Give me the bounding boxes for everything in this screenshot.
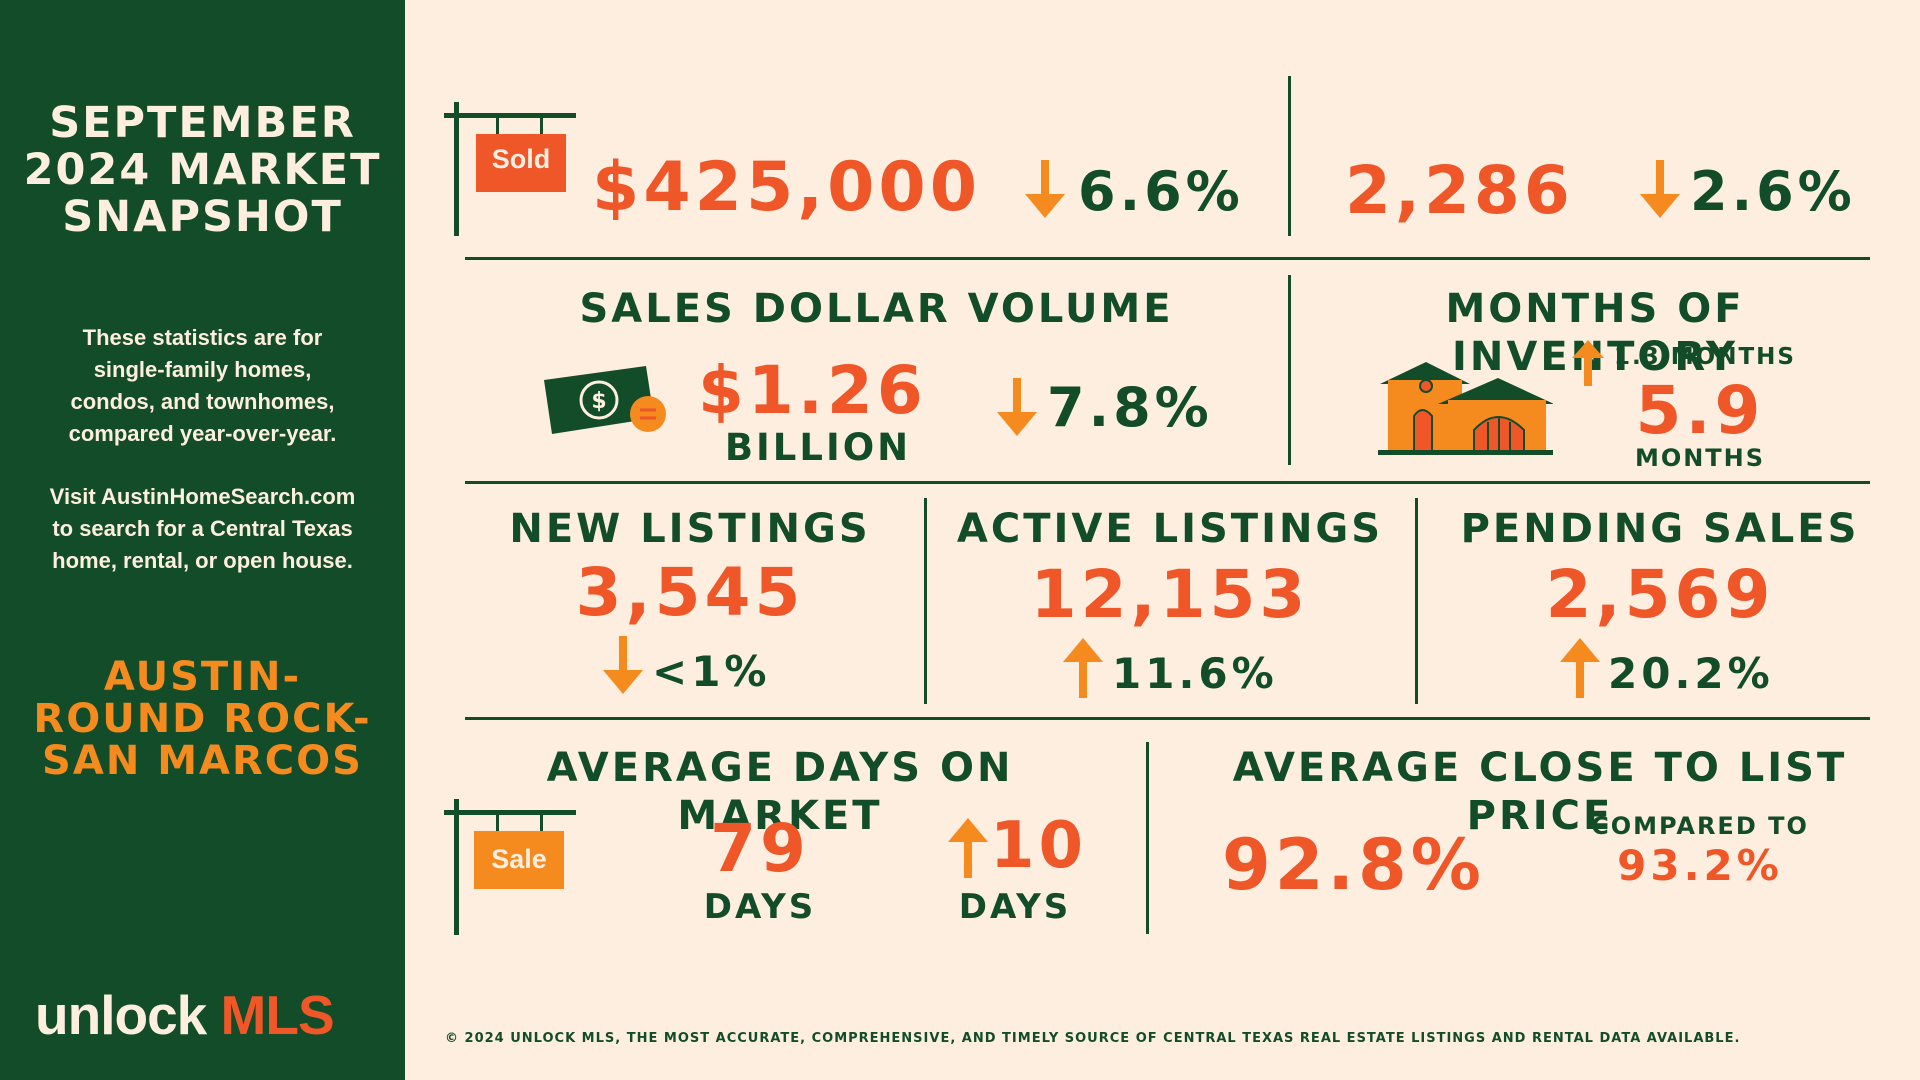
pending-sales-value: 2,569 [1545, 556, 1775, 633]
title-line: 2024 MARKET [23, 145, 382, 195]
sold-sign-text: Sold [491, 144, 551, 174]
divider [1288, 76, 1291, 236]
description-line: condos, and townhomes, [70, 389, 335, 414]
inventory-value: 5.9 [1635, 372, 1765, 449]
region-line: AUSTIN- [103, 654, 302, 700]
divider [1415, 498, 1418, 704]
description-text: These statistics are for single-family h… [0, 322, 405, 450]
region-line: SAN MARCOS [42, 738, 363, 784]
close-to-list-label: AVERAGE CLOSE TO LIST PRICE [1232, 745, 1848, 839]
sold-sign-icon [444, 102, 576, 236]
arrow-up-icon [1572, 340, 1604, 386]
dollar-bill-icon: $ [544, 366, 666, 434]
visit-line: Visit AustinHomeSearch.com [49, 484, 356, 509]
days-on-market-unit: DAYS [703, 887, 817, 927]
divider [465, 717, 1870, 720]
divider [465, 481, 1870, 484]
svg-text:$: $ [591, 389, 606, 414]
page-title: SEPTEMBER 2024 MARKET SNAPSHOT [0, 100, 405, 241]
divider [1288, 275, 1291, 465]
median-price-change: 6.6% [1078, 160, 1244, 223]
arrow-down-icon [997, 378, 1037, 436]
new-listings-value: 3,545 [575, 554, 805, 631]
title-line: SEPTEMBER [49, 98, 356, 148]
region-line: ROUND ROCK- [33, 696, 372, 742]
divider [465, 257, 1870, 260]
sale-sign-icon [444, 799, 576, 935]
inventory-unit: MONTHS [1634, 444, 1766, 472]
arrow-down-icon [1640, 160, 1680, 218]
footer-copyright: © 2024 UNLOCK MLS, THE MOST ACCURATE, CO… [445, 1031, 1741, 1046]
closed-sales-value: 2,286 [1345, 152, 1574, 229]
region-name: AUSTIN- ROUND ROCK- SAN MARCOS [0, 656, 405, 782]
house-icon [1378, 362, 1553, 455]
logo-text-mls: MLS [220, 984, 335, 1046]
compared-to-label: COMPARED TO [1591, 812, 1809, 840]
compared-to-value: 93.2% [1617, 841, 1783, 890]
days-on-market-change-unit: DAYS [958, 887, 1072, 927]
sales-volume-label: SALES DOLLAR VOLUME [579, 286, 1174, 332]
logo-text-unlock: unlock [35, 984, 221, 1046]
arrow-up-icon [948, 818, 988, 878]
pending-sales-label: PENDING SALES [1460, 506, 1860, 552]
days-on-market-label: AVERAGE DAYS ON MARKET [546, 745, 1014, 839]
visit-line: home, rental, or open house. [52, 548, 353, 573]
sales-volume-unit: BILLION [724, 426, 912, 469]
inventory-change: 1.3 MONTHS [1614, 344, 1796, 370]
new-listings-change: <1% [652, 647, 771, 696]
new-listings-label: NEW LISTINGS [509, 506, 871, 552]
unlock-mls-logo: unlock MLS [35, 984, 335, 1046]
days-on-market-change: 10 [990, 809, 1088, 883]
description-line: compared year-over-year. [68, 421, 337, 446]
close-to-list-value: 92.8% [1222, 824, 1485, 906]
active-listings-label: ACTIVE LISTINGS [956, 506, 1384, 552]
active-listings-value: 12,153 [1030, 556, 1310, 633]
sales-volume-change: 7.8% [1047, 376, 1213, 439]
closed-sales-change: 2.6% [1690, 160, 1856, 223]
arrow-up-icon [1063, 638, 1103, 698]
sale-sign-text: Sale [491, 844, 547, 874]
pending-sales-change: 20.2% [1608, 649, 1774, 698]
title-line: SNAPSHOT [62, 192, 343, 242]
sales-volume-value: $1.26 [698, 352, 927, 429]
arrow-down-icon [1025, 160, 1065, 218]
sidebar: SEPTEMBER 2024 MARKET SNAPSHOT These sta… [0, 0, 405, 1080]
visit-text: Visit AustinHomeSearch.com to search for… [0, 481, 405, 577]
divider [1146, 742, 1149, 934]
divider [924, 498, 927, 704]
visit-line: to search for a Central Texas [52, 516, 353, 541]
median-price-value: $425,000 [592, 148, 982, 227]
arrow-down-icon [603, 636, 643, 694]
arrow-up-icon [1560, 638, 1600, 698]
description-line: single-family homes, [93, 357, 312, 382]
days-on-market-value: 79 [710, 810, 810, 887]
active-listings-change: 11.6% [1112, 649, 1278, 698]
description-line: These statistics are for [82, 325, 323, 350]
